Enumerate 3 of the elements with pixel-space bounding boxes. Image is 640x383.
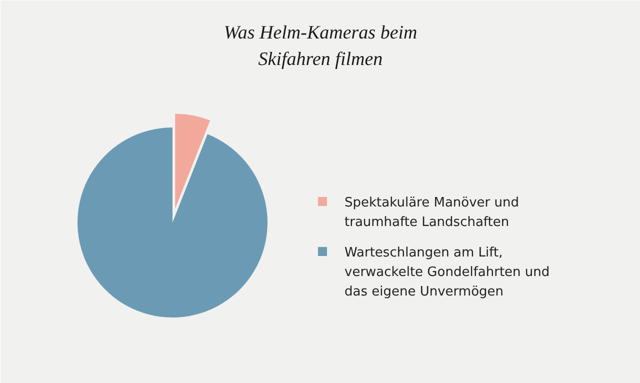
legend-label: Spektakuläre Manöver und traumhafte Landschaften	[344, 196, 520, 230]
legend-label: Warteschlangen am Lift, verwackelte Gondelfahrten und das eigene Unvermögen	[344, 246, 550, 300]
chart-title: Was Helm-Kameras beim Skifahren filmen	[224, 22, 418, 70]
